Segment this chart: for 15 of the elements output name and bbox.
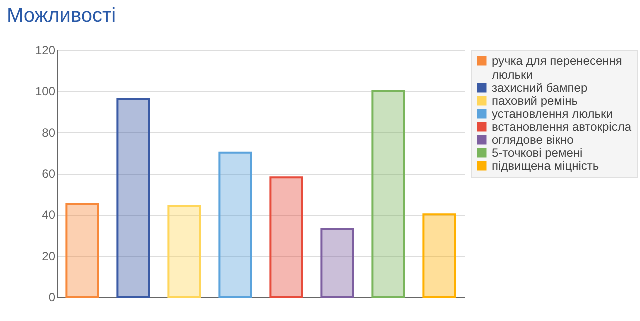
y-tick-label: 100 — [35, 84, 56, 99]
chart-title: Можливості — [6, 5, 116, 27]
y-tick-label: 80 — [42, 126, 56, 140]
legend-label: підвищена міцність — [492, 159, 600, 173]
legend-label: встановлення автокрісла — [492, 120, 632, 134]
legend-label: установлення люльки — [492, 107, 614, 121]
y-tick-label: 120 — [35, 44, 56, 58]
y-tick-label: 40 — [42, 208, 56, 222]
y-tick-label: 60 — [42, 167, 56, 181]
legend-label: оглядове вікно — [492, 133, 574, 147]
legend-label: паховий ремінь — [492, 94, 578, 108]
y-tick-label: 0 — [48, 290, 56, 304]
y-tick-label: 20 — [42, 249, 56, 264]
legend-label: захисний бампер — [492, 81, 588, 95]
legend-label: 5-точкові ремені — [492, 146, 583, 160]
